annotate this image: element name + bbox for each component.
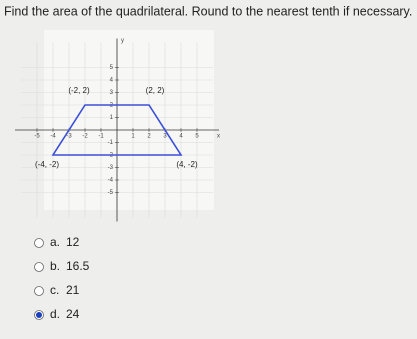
x-tick-label: 5 — [195, 134, 199, 140]
x-tick-label: -1 — [98, 134, 104, 140]
x-axis-label: x — [217, 134, 220, 140]
x-tick-label: 2 — [147, 134, 151, 140]
x-tick-label: -3 — [66, 134, 72, 140]
x-tick-label: -2 — [82, 134, 88, 140]
x-tick-label: 4 — [179, 134, 183, 140]
y-tick-label: 5 — [110, 65, 114, 71]
vertex-label: (-2, 2) — [68, 86, 90, 95]
option-text[interactable]: 12 — [66, 235, 80, 249]
question: Find the area of the quadrilateral. Roun… — [4, 4, 412, 18]
quadrilateral — [51, 104, 183, 156]
vertex-label: (2, 2) — [146, 86, 165, 95]
option-text[interactable]: 24 — [66, 307, 80, 321]
vertex-label: (-4, -2) — [35, 160, 59, 169]
option-letter[interactable]: d. — [50, 307, 60, 321]
option-letter[interactable]: c. — [50, 283, 59, 297]
x-tick-label: 3 — [163, 134, 167, 140]
y-tick-label: 4 — [110, 78, 114, 84]
radio-button[interactable] — [34, 238, 44, 248]
x-tick-label: -5 — [34, 134, 40, 140]
x-tick-label: 1 — [131, 134, 135, 140]
option-letter[interactable]: a. — [50, 235, 60, 249]
graph-area — [44, 30, 214, 210]
y-tick-label: -4 — [108, 178, 114, 184]
y-tick-label: -3 — [108, 165, 114, 171]
y-tick-label: -5 — [108, 190, 114, 196]
radio-selected — [36, 312, 42, 318]
option-text[interactable]: 16.5 — [66, 259, 90, 273]
radio-button[interactable] — [34, 286, 44, 296]
option-text[interactable]: 21 — [66, 283, 80, 297]
y-tick-label: -1 — [108, 140, 114, 146]
y-tick-label: 3 — [110, 90, 114, 96]
x-tick-label: -4 — [50, 134, 56, 140]
y-axis-label: y — [121, 38, 124, 44]
vertex-label: (4, -2) — [176, 160, 198, 169]
y-tick-label: 1 — [110, 115, 114, 121]
option-letter[interactable]: b. — [50, 259, 60, 273]
radio-button[interactable] — [34, 262, 44, 272]
